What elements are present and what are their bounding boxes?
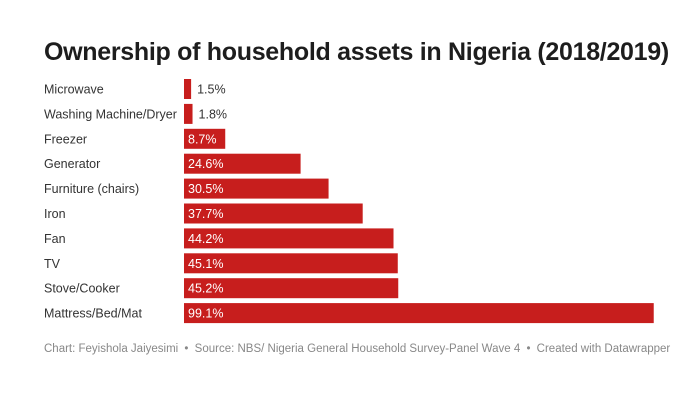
chart-title: Ownership of household assets in Nigeria… xyxy=(44,38,669,66)
value-label: 45.1% xyxy=(188,257,223,271)
bar xyxy=(184,253,398,274)
category-label: Washing Machine/Dryer xyxy=(44,107,177,121)
bar xyxy=(184,278,399,299)
bar xyxy=(184,203,363,224)
footer-separator: • xyxy=(184,343,189,355)
category-label: Stove/Cooker xyxy=(44,282,120,296)
value-label: 1.5% xyxy=(197,83,226,97)
bar xyxy=(184,303,654,324)
bar xyxy=(184,178,329,199)
bar xyxy=(184,79,192,99)
bar xyxy=(184,228,394,249)
value-label: 99.1% xyxy=(188,307,223,321)
bar xyxy=(184,128,226,149)
value-label: 30.5% xyxy=(188,182,223,196)
value-label: 8.7% xyxy=(188,132,217,146)
category-label: Iron xyxy=(44,207,66,221)
category-label: TV xyxy=(44,257,61,271)
footer-separator: • xyxy=(526,343,531,355)
category-label: Furniture (chairs) xyxy=(44,182,139,196)
value-label: 1.8% xyxy=(199,107,228,121)
category-label: Microwave xyxy=(44,83,104,97)
category-label: Fan xyxy=(44,232,66,246)
bar xyxy=(184,153,301,174)
value-label: 24.6% xyxy=(188,157,223,171)
created-with-link[interactable]: Created with Datawrapper xyxy=(536,343,671,355)
source-note: Source: NBS/ Nigeria General Household S… xyxy=(194,343,521,355)
category-label: Generator xyxy=(44,157,100,171)
category-label: Freezer xyxy=(44,132,87,146)
chart-footer: Chart: Feyishola Jaiyesimi • Source: NBS… xyxy=(44,343,670,355)
value-label: 37.7% xyxy=(188,207,223,221)
category-label: Mattress/Bed/Mat xyxy=(44,307,142,321)
chart-credit: Chart: Feyishola Jaiyesimi xyxy=(44,343,179,355)
bar xyxy=(184,103,193,124)
value-label: 45.2% xyxy=(188,282,223,296)
value-label: 44.2% xyxy=(188,232,223,246)
